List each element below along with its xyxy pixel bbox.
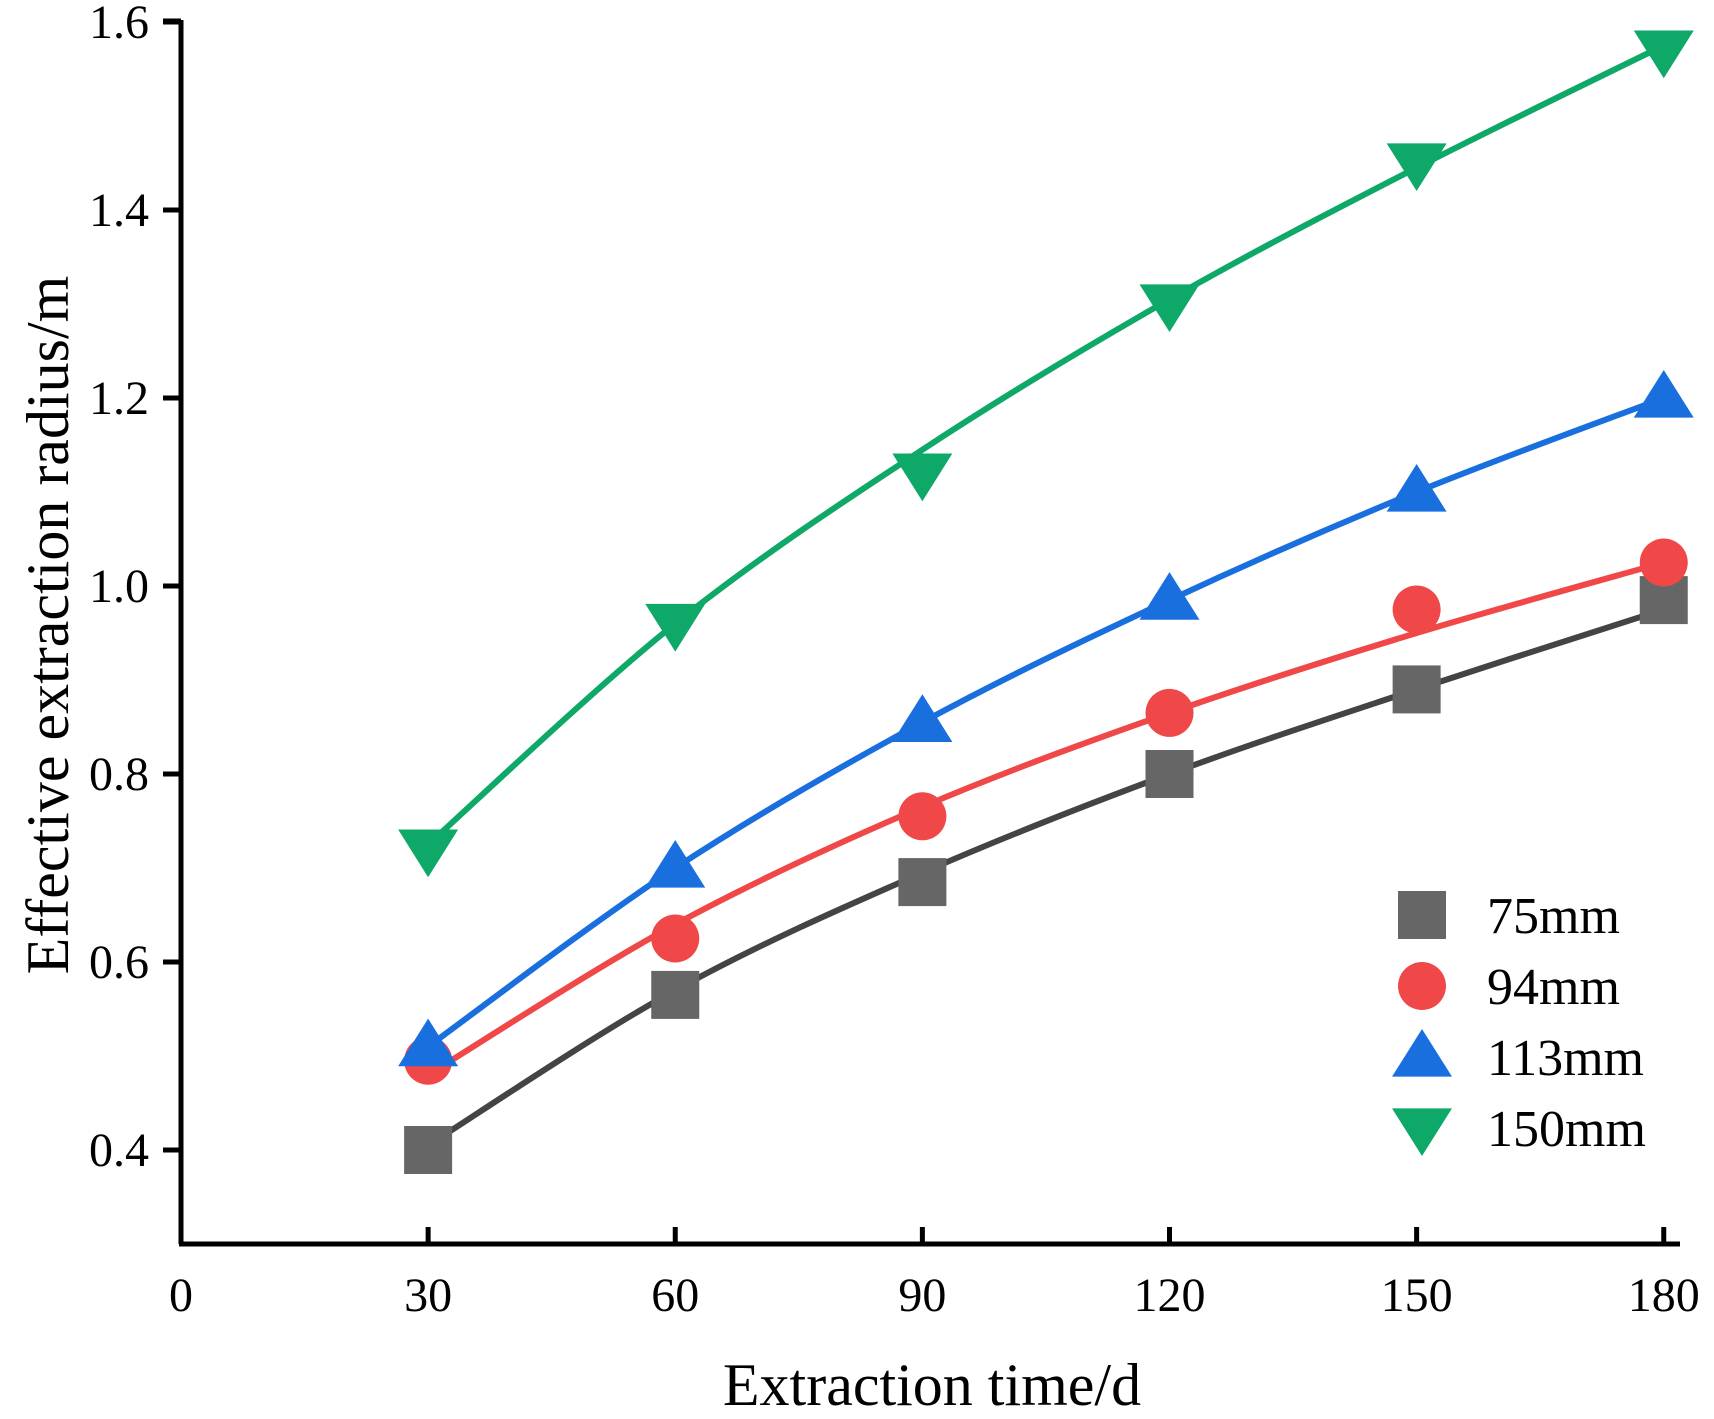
data-point-94mm bbox=[898, 792, 947, 841]
data-point-150mm bbox=[892, 453, 953, 502]
data-point-75mm bbox=[898, 858, 947, 907]
x-tick-label: 90 bbox=[898, 1269, 946, 1322]
fit-line-94mm bbox=[425, 559, 1667, 1078]
y-tick-label: 1.4 bbox=[89, 184, 149, 237]
y-tick-label: 0.8 bbox=[89, 748, 149, 801]
fit-lines bbox=[425, 42, 1667, 1149]
fit-line-113mm bbox=[425, 395, 1667, 1050]
data-point-75mm bbox=[404, 1126, 453, 1174]
data-point-75mm bbox=[651, 970, 700, 1019]
y-axis-title: Effective extraction radius/m bbox=[15, 276, 81, 975]
data-point-94mm bbox=[651, 914, 700, 963]
data-point-75mm bbox=[1392, 665, 1441, 714]
ticks: 0.4 0.6 0.8 1.0 1.2 1.4 1.6 0 30 60 90 120 150 180 bbox=[89, 0, 1700, 1322]
legend-label: 75mm bbox=[1487, 888, 1620, 945]
fit-line-150mm bbox=[425, 42, 1667, 848]
x-tick-label: 0 bbox=[169, 1269, 193, 1322]
data-point-150mm bbox=[645, 603, 706, 652]
data-point-94mm bbox=[1392, 585, 1441, 634]
data-point-113mm bbox=[1386, 464, 1447, 512]
y-tick-label: 1.0 bbox=[89, 560, 149, 613]
legend-marker-75mm bbox=[1398, 891, 1446, 939]
x-tick-label: 60 bbox=[651, 1269, 699, 1322]
legend-marker-94mm bbox=[1398, 962, 1446, 1010]
x-tick-label: 30 bbox=[404, 1269, 452, 1322]
data-point-113mm bbox=[398, 1018, 459, 1067]
legend: 75mm 94mm 113mm 150mm bbox=[1392, 888, 1646, 1158]
data-point-150mm bbox=[398, 829, 459, 878]
y-tick-label: 1.2 bbox=[89, 372, 149, 425]
data-markers bbox=[398, 30, 1694, 1174]
x-tick-label: 180 bbox=[1628, 1269, 1700, 1322]
x-tick-label: 150 bbox=[1381, 1269, 1453, 1322]
data-point-150mm bbox=[1139, 284, 1200, 332]
data-point-94mm bbox=[1639, 538, 1688, 587]
data-point-113mm bbox=[1139, 572, 1200, 620]
x-tick-label: 120 bbox=[1134, 1269, 1206, 1322]
data-point-150mm bbox=[1633, 30, 1694, 79]
x-axis-title: Extraction time/d bbox=[723, 1352, 1141, 1418]
data-point-113mm bbox=[645, 840, 706, 888]
legend-marker-150mm bbox=[1392, 1108, 1452, 1156]
fit-line-75mm bbox=[425, 606, 1667, 1149]
y-tick-label: 0.6 bbox=[89, 936, 149, 989]
data-point-94mm bbox=[1145, 688, 1194, 737]
data-point-113mm bbox=[1633, 370, 1694, 418]
y-tick-label: 0.4 bbox=[89, 1124, 149, 1177]
legend-label: 94mm bbox=[1487, 959, 1620, 1016]
data-point-75mm bbox=[1145, 750, 1194, 798]
legend-label: 113mm bbox=[1487, 1030, 1644, 1087]
legend-marker-113mm bbox=[1392, 1029, 1452, 1077]
y-tick-label: 1.6 bbox=[89, 0, 149, 49]
data-point-150mm bbox=[1386, 143, 1447, 191]
legend-label: 150mm bbox=[1487, 1101, 1646, 1158]
data-point-113mm bbox=[892, 694, 953, 742]
